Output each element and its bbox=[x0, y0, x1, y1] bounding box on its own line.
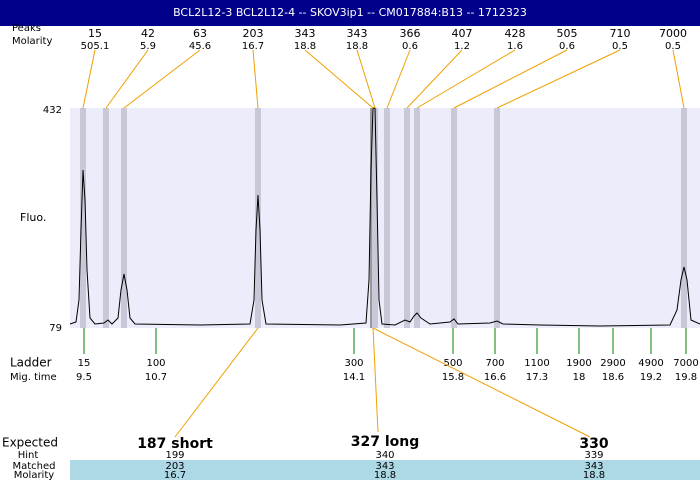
peak-band bbox=[121, 108, 127, 328]
ladder-time: 18 bbox=[573, 372, 586, 383]
trace bbox=[69, 107, 700, 327]
ladder-time: 15.8 bbox=[442, 372, 464, 383]
peak-link bbox=[252, 49, 259, 109]
peak-link bbox=[406, 49, 463, 109]
ladder-size: 700 bbox=[485, 358, 504, 369]
peak-molarity: 1.2 bbox=[454, 41, 470, 52]
peak-link bbox=[304, 49, 374, 109]
peak-link bbox=[416, 49, 516, 109]
peak-band bbox=[255, 108, 261, 328]
peak-band bbox=[681, 108, 687, 328]
peak-size: 407 bbox=[452, 27, 473, 40]
peak-molarity: 0.5 bbox=[665, 41, 681, 52]
ladder-size: 4900 bbox=[638, 358, 663, 369]
peak-molarity: 505.1 bbox=[81, 41, 110, 52]
peak-band bbox=[494, 108, 500, 328]
ladder-size: 7000 bbox=[673, 358, 698, 369]
peak-link bbox=[105, 49, 149, 109]
row-label: Molarity bbox=[14, 470, 54, 480]
peak-size: 343 bbox=[295, 27, 316, 40]
peak-link bbox=[386, 49, 411, 109]
row-label: Molarity bbox=[12, 36, 52, 47]
hint: 340 bbox=[375, 450, 394, 461]
row-label: Mig. time bbox=[10, 372, 57, 383]
peak-molarity: 45.6 bbox=[189, 41, 211, 52]
peak-link bbox=[453, 49, 568, 109]
peak-molarity: 0.5 bbox=[612, 41, 628, 52]
peak-size: 42 bbox=[141, 27, 155, 40]
peak-molarity: 0.6 bbox=[402, 41, 418, 52]
peak-link bbox=[496, 49, 621, 109]
peak-molarity: 1.6 bbox=[507, 41, 523, 52]
ladder-size: 1100 bbox=[524, 358, 549, 369]
expected-link bbox=[372, 327, 591, 438]
row-label: Matched bbox=[12, 461, 55, 472]
expected-name: 327 long bbox=[351, 434, 420, 450]
peak-band bbox=[103, 108, 109, 328]
molarity: 16.7 bbox=[164, 470, 186, 480]
matched: 203 bbox=[165, 461, 184, 472]
matched-band bbox=[70, 460, 700, 480]
ladder-size: 500 bbox=[443, 358, 462, 369]
row-label: Peaks bbox=[12, 23, 41, 34]
peak-size: 343 bbox=[347, 27, 368, 40]
peak-band bbox=[451, 108, 457, 328]
row-label: Expected bbox=[2, 436, 58, 450]
title-bar bbox=[0, 0, 700, 26]
peak-size: 428 bbox=[505, 27, 526, 40]
peak-molarity: 0.6 bbox=[559, 41, 575, 52]
axis-title: Fluo. bbox=[20, 211, 46, 224]
ladder-time: 19.8 bbox=[675, 372, 697, 383]
peak-band bbox=[372, 108, 378, 328]
hint: 199 bbox=[165, 450, 184, 461]
peak-size: 505 bbox=[557, 27, 578, 40]
ladder-size: 300 bbox=[344, 358, 363, 369]
peak-link bbox=[672, 49, 685, 109]
matched: 343 bbox=[584, 461, 603, 472]
ladder-size: 2900 bbox=[600, 358, 625, 369]
y-label: 79 bbox=[49, 323, 62, 334]
title: BCL2L12-3 BCL2L12-4 -- SKOV3ip1 -- CM017… bbox=[173, 6, 527, 19]
peak-size: 710 bbox=[610, 27, 631, 40]
ladder-time: 14.1 bbox=[343, 372, 365, 383]
expected-name: 330 bbox=[579, 436, 608, 452]
matched: 343 bbox=[375, 461, 394, 472]
hint: 339 bbox=[584, 450, 603, 461]
peak-band bbox=[80, 108, 86, 328]
peak-size: 15 bbox=[88, 27, 102, 40]
peak-size: 63 bbox=[193, 27, 207, 40]
peak-link bbox=[123, 49, 201, 109]
peak-size: 366 bbox=[400, 27, 421, 40]
peak-link bbox=[356, 49, 376, 109]
peak-band bbox=[404, 108, 410, 328]
peak-molarity: 18.8 bbox=[346, 41, 368, 52]
ladder-size: 15 bbox=[78, 358, 91, 369]
ladder-size: 100 bbox=[146, 358, 165, 369]
peak-band bbox=[384, 108, 390, 328]
peak-bands bbox=[80, 108, 687, 328]
peak-molarity: 18.8 bbox=[294, 41, 316, 52]
ladder-time: 18.6 bbox=[602, 372, 624, 383]
ladder-time: 9.5 bbox=[76, 372, 92, 383]
peak-molarity: 5.9 bbox=[140, 41, 156, 52]
row-label: Ladder bbox=[10, 356, 52, 370]
row-label: Hint bbox=[18, 450, 39, 461]
peak-band bbox=[414, 108, 420, 328]
expected-link bbox=[372, 327, 379, 433]
molarity: 18.8 bbox=[374, 470, 396, 480]
peak-size: 203 bbox=[243, 27, 264, 40]
peak-size: 7000 bbox=[659, 27, 687, 40]
expected-name: 187 short bbox=[137, 436, 213, 452]
ladder-time: 19.2 bbox=[640, 372, 662, 383]
molarity: 18.8 bbox=[583, 470, 605, 480]
ladder-time: 17.3 bbox=[526, 372, 548, 383]
peak-link bbox=[82, 49, 96, 109]
ladder-size: 1900 bbox=[566, 358, 591, 369]
y-label: 432 bbox=[43, 105, 62, 116]
peak-molarity: 16.7 bbox=[242, 41, 264, 52]
ladder-time: 10.7 bbox=[145, 372, 167, 383]
ladder-time: 16.6 bbox=[484, 372, 506, 383]
expected-link bbox=[174, 327, 259, 438]
